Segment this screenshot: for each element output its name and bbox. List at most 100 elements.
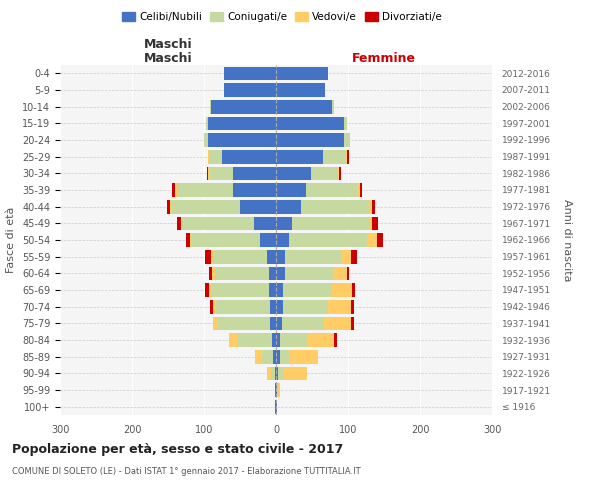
Bar bbox=[269, 283, 276, 297]
Bar bbox=[172, 200, 240, 213]
Bar bbox=[323, 150, 346, 164]
Bar bbox=[283, 300, 328, 314]
Bar bbox=[268, 250, 276, 264]
Bar bbox=[209, 266, 212, 280]
Bar bbox=[278, 383, 280, 397]
Bar bbox=[332, 100, 334, 114]
Y-axis label: Fasce di età: Fasce di età bbox=[7, 207, 16, 273]
Bar bbox=[211, 250, 214, 264]
Bar bbox=[181, 216, 182, 230]
Text: Popolazione per età, sesso e stato civile - 2017: Popolazione per età, sesso e stato civil… bbox=[12, 442, 343, 456]
Bar bbox=[328, 300, 351, 314]
Bar bbox=[233, 166, 276, 180]
Bar bbox=[276, 366, 278, 380]
Bar bbox=[212, 316, 218, 330]
Bar bbox=[276, 333, 280, 347]
Bar bbox=[344, 133, 350, 147]
Bar bbox=[190, 233, 192, 247]
Bar bbox=[323, 316, 351, 330]
Bar bbox=[276, 350, 280, 364]
Bar bbox=[334, 266, 347, 280]
Bar bbox=[352, 283, 355, 297]
Bar bbox=[351, 250, 356, 264]
Bar bbox=[338, 166, 340, 180]
Bar bbox=[276, 150, 323, 164]
Bar bbox=[208, 150, 209, 164]
Bar bbox=[172, 183, 175, 197]
Bar bbox=[275, 400, 276, 413]
Y-axis label: Anni di nascita: Anni di nascita bbox=[562, 198, 572, 281]
Bar bbox=[276, 316, 282, 330]
Bar bbox=[276, 183, 306, 197]
Bar bbox=[209, 283, 211, 297]
Text: Femmine: Femmine bbox=[352, 52, 416, 65]
Bar bbox=[370, 216, 373, 230]
Bar bbox=[275, 383, 276, 397]
Bar bbox=[358, 183, 359, 197]
Bar bbox=[276, 400, 277, 413]
Bar bbox=[307, 333, 334, 347]
Bar bbox=[214, 250, 268, 264]
Legend: Celibi/Nubili, Coniugati/e, Vedovi/e, Divorziati/e: Celibi/Nubili, Coniugati/e, Vedovi/e, Di… bbox=[118, 8, 446, 26]
Bar bbox=[208, 116, 276, 130]
Bar bbox=[205, 283, 209, 297]
Bar bbox=[208, 166, 210, 180]
Bar bbox=[290, 350, 318, 364]
Bar bbox=[175, 183, 176, 197]
Bar bbox=[276, 200, 301, 213]
Bar bbox=[284, 266, 334, 280]
Bar bbox=[280, 333, 307, 347]
Bar bbox=[276, 300, 283, 314]
Bar bbox=[301, 200, 370, 213]
Bar bbox=[344, 116, 347, 130]
Bar bbox=[276, 250, 284, 264]
Bar bbox=[276, 133, 344, 147]
Bar bbox=[272, 333, 276, 347]
Bar bbox=[276, 233, 289, 247]
Bar bbox=[351, 300, 354, 314]
Bar bbox=[373, 200, 376, 213]
Bar bbox=[334, 333, 337, 347]
Bar bbox=[373, 216, 377, 230]
Bar bbox=[273, 350, 276, 364]
Bar bbox=[229, 333, 238, 347]
Bar bbox=[280, 350, 290, 364]
Bar bbox=[276, 100, 332, 114]
Bar bbox=[218, 316, 270, 330]
Bar bbox=[276, 166, 311, 180]
Bar bbox=[276, 383, 277, 397]
Bar bbox=[210, 300, 214, 314]
Bar bbox=[341, 250, 351, 264]
Bar bbox=[269, 266, 276, 280]
Bar bbox=[212, 266, 215, 280]
Bar bbox=[170, 200, 172, 213]
Bar bbox=[186, 233, 190, 247]
Bar bbox=[210, 166, 233, 180]
Bar bbox=[176, 183, 233, 197]
Bar bbox=[276, 66, 328, 80]
Bar bbox=[276, 266, 284, 280]
Bar bbox=[178, 216, 181, 230]
Bar bbox=[271, 366, 275, 380]
Bar bbox=[283, 283, 332, 297]
Bar bbox=[359, 183, 362, 197]
Bar bbox=[292, 216, 370, 230]
Bar bbox=[262, 350, 273, 364]
Bar bbox=[276, 116, 344, 130]
Text: Maschi: Maschi bbox=[143, 38, 193, 51]
Bar bbox=[347, 266, 349, 280]
Bar bbox=[211, 100, 276, 114]
Bar bbox=[332, 283, 352, 297]
Bar bbox=[182, 216, 254, 230]
Bar bbox=[289, 233, 367, 247]
Bar bbox=[255, 350, 262, 364]
Bar bbox=[224, 83, 276, 97]
Bar bbox=[216, 300, 270, 314]
Text: Maschi: Maschi bbox=[143, 52, 193, 65]
Bar bbox=[351, 316, 354, 330]
Bar bbox=[210, 100, 211, 114]
Bar bbox=[370, 200, 373, 213]
Bar bbox=[277, 383, 278, 397]
Bar bbox=[377, 233, 383, 247]
Bar bbox=[306, 183, 358, 197]
